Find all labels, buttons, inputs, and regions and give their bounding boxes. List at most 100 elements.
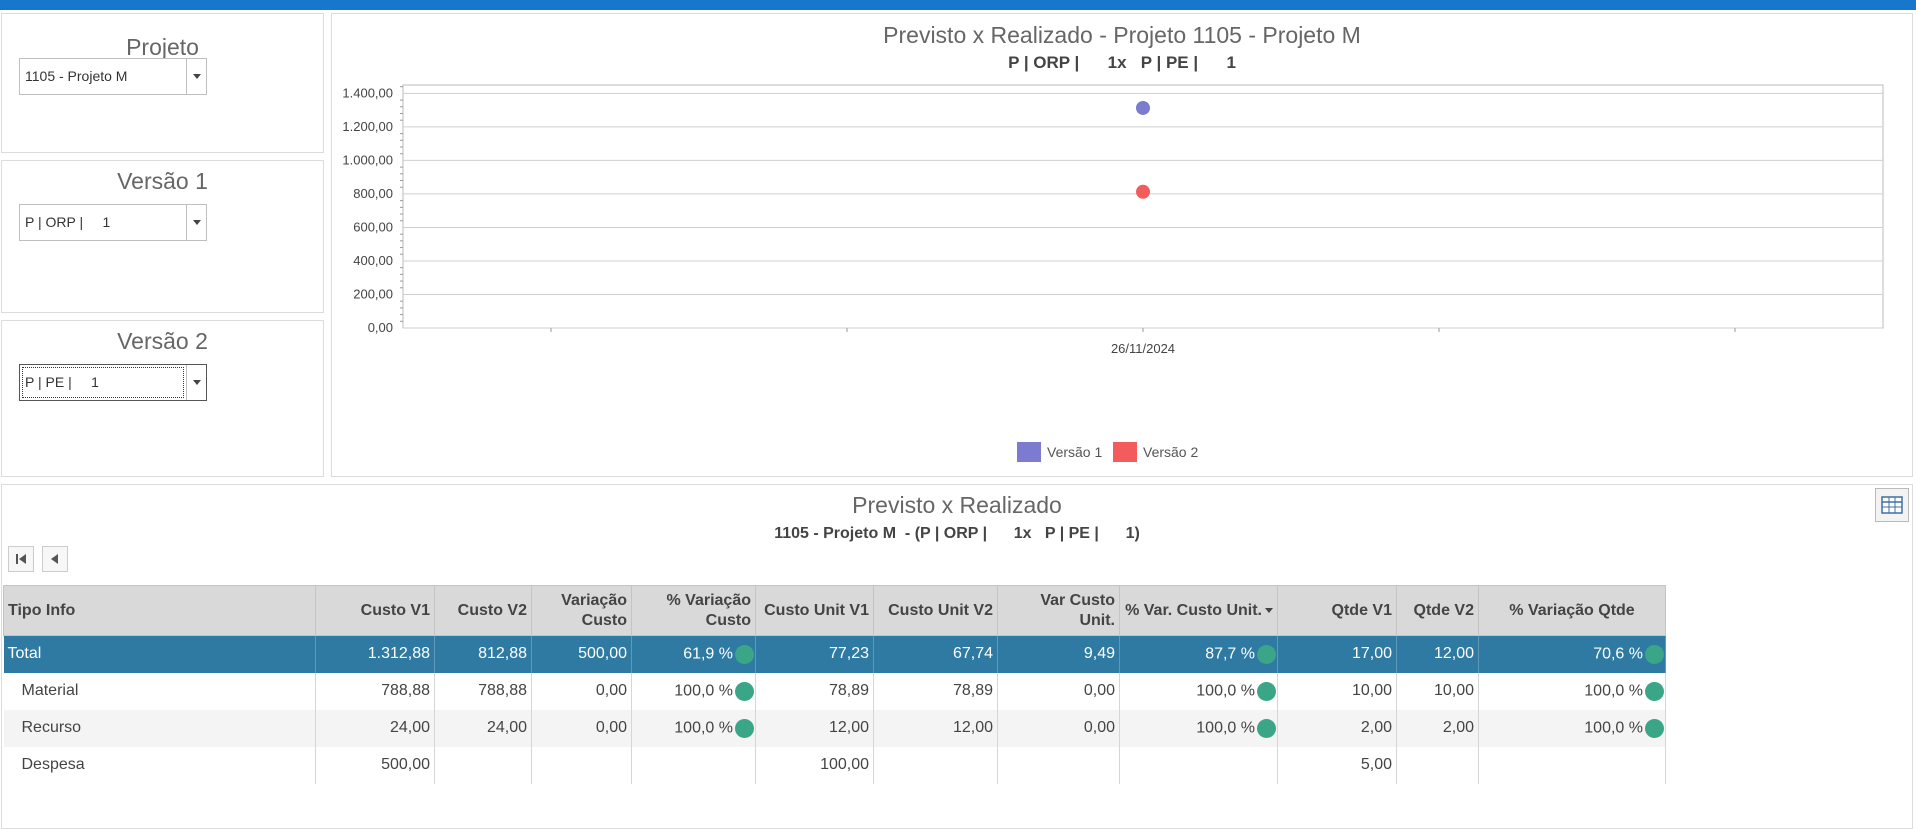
col-header[interactable]: Qtde V1	[1277, 585, 1397, 636]
table-cell[interactable]	[873, 746, 998, 784]
versao2-dropdown-button[interactable]	[186, 365, 206, 400]
table-cell[interactable]: 0,00	[531, 672, 632, 710]
cell-value: 9,49	[1083, 645, 1115, 663]
cell-value: 61,9 %	[683, 645, 733, 663]
table-cell[interactable]: 77,23	[755, 635, 874, 673]
table-cell[interactable]: 17,00	[1277, 635, 1397, 673]
first-page-button[interactable]	[8, 546, 34, 572]
cell-value: Despesa	[21, 756, 85, 773]
table-icon	[1881, 496, 1903, 514]
legend-label: Versão 1	[1047, 444, 1102, 460]
cell-value: 100,0 %	[1584, 682, 1643, 700]
cell-value: 0,00	[595, 682, 627, 699]
cell-value: 78,89	[828, 682, 869, 699]
table-cell[interactable]: 788,88	[315, 672, 435, 710]
table-cell[interactable]	[434, 746, 532, 784]
chevron-down-icon	[192, 74, 201, 79]
cell-value: 500,00	[578, 645, 627, 663]
table-cell[interactable]: 78,89	[873, 672, 998, 710]
filter-panel-versao1: Versão 1 P | ORP | 1	[1, 160, 324, 313]
table-cell[interactable]	[1119, 746, 1278, 784]
col-header[interactable]: Custo Unit V1	[755, 585, 874, 636]
cell-value: 0,00	[595, 719, 627, 736]
table-cell[interactable]	[531, 746, 632, 784]
table-cell[interactable]: 100,0 %	[631, 709, 756, 747]
col-header[interactable]: % Variação Custo	[631, 585, 756, 636]
status-indicator-icon	[1257, 644, 1276, 664]
table-cell[interactable]: 100,0 %	[1478, 709, 1666, 747]
col-header[interactable]: Custo V2	[434, 585, 532, 636]
table-cell[interactable]: 0,00	[997, 672, 1120, 710]
table-cell[interactable]: 500,00	[315, 746, 435, 784]
status-indicator-icon	[1645, 681, 1664, 701]
col-header[interactable]: % Variação Qtde	[1478, 585, 1666, 636]
versao1-combobox[interactable]: P | ORP | 1	[19, 204, 207, 241]
table-cell[interactable]: 100,0 %	[1119, 672, 1278, 710]
table-cell[interactable]: 78,89	[755, 672, 874, 710]
table-cell[interactable]: 12,00	[755, 709, 874, 747]
table-cell[interactable]	[997, 746, 1120, 784]
table-cell[interactable]: 9,49	[997, 635, 1120, 673]
table-cell[interactable]	[631, 746, 756, 784]
table-cell[interactable]: 10,00	[1396, 672, 1479, 710]
versao1-dropdown-button[interactable]	[186, 205, 206, 240]
table-cell[interactable]: 2,00	[1277, 709, 1397, 747]
table-cell[interactable]: 87,7 %	[1119, 635, 1278, 673]
table-cell[interactable]: 0,00	[997, 709, 1120, 747]
prev-page-button[interactable]	[42, 546, 68, 572]
filter-title-versao1: Versão 1	[117, 168, 208, 194]
table-row[interactable]: Material 788,88 788,88 0,00 100,0 % 78,89 78,8…	[3, 672, 1666, 710]
projeto-dropdown-button[interactable]	[186, 59, 206, 94]
table-cell[interactable]: 70,6 %	[1478, 635, 1666, 673]
table-cell[interactable]: 100,0 %	[1119, 709, 1278, 747]
table-cell[interactable]: 1.312,88	[315, 635, 435, 673]
table-cell[interactable]: 5,00	[1277, 746, 1397, 784]
cell-value: 12,00	[952, 719, 993, 736]
table-cell[interactable]: 100,00	[755, 746, 874, 784]
cell-value: 0,00	[1083, 682, 1115, 699]
table-cell[interactable]: Despesa	[3, 746, 316, 784]
table-cell[interactable]: 61,9 %	[631, 635, 756, 673]
table-cell[interactable]: 2,00	[1396, 709, 1479, 747]
filter-panel-projeto: Projeto 1105 - Projeto M	[1, 13, 324, 153]
versao2-combobox[interactable]: P | PE | 1	[19, 364, 207, 401]
table-cell[interactable]	[1396, 746, 1479, 784]
col-header[interactable]: Custo Unit V2	[873, 585, 998, 636]
table-view-button[interactable]	[1875, 488, 1909, 522]
data-point-versao2	[1136, 184, 1150, 199]
col-header[interactable]: Qtde V2	[1396, 585, 1479, 636]
table-cell[interactable]: Total	[3, 635, 316, 673]
chevron-down-icon	[192, 380, 201, 385]
col-header[interactable]: Variação Custo	[531, 585, 632, 636]
table-cell[interactable]: Recurso	[3, 709, 316, 747]
table-cell[interactable]: 24,00	[315, 709, 435, 747]
y-tick-label: 1.200,00	[342, 119, 393, 134]
cell-value: 0,00	[1083, 719, 1115, 736]
table-cell[interactable]	[1478, 746, 1666, 784]
col-header-sorted[interactable]: % Var. Custo Unit.	[1119, 585, 1278, 636]
table-cell[interactable]: 100,0 %	[1478, 672, 1666, 710]
table-cell[interactable]: 788,88	[434, 672, 532, 710]
table-row-total[interactable]: Total 1.312,88 812,88 500,00 61,9 % 77,23 67,7…	[3, 635, 1666, 673]
table-cell[interactable]: 12,00	[1396, 635, 1479, 673]
table-cell[interactable]: Material	[3, 672, 316, 710]
col-header[interactable]: Var Custo Unit.	[997, 585, 1120, 636]
table-cell[interactable]: 0,00	[531, 709, 632, 747]
table-cell[interactable]: 100,0 %	[631, 672, 756, 710]
col-header[interactable]: Custo V1	[315, 585, 435, 636]
cell-value: 100,0 %	[1196, 719, 1255, 737]
table-cell[interactable]: 500,00	[531, 635, 632, 673]
table-row[interactable]: Despesa 500,00 100,00 5,00	[3, 746, 1666, 784]
table-cell[interactable]: 812,88	[434, 635, 532, 673]
table-cell[interactable]: 67,74	[873, 635, 998, 673]
projeto-combobox[interactable]: 1105 - Projeto M	[19, 58, 207, 95]
table-cell[interactable]: 10,00	[1277, 672, 1397, 710]
col-header[interactable]: Tipo Info	[3, 585, 316, 636]
table-row[interactable]: Recurso 24,00 24,00 0,00 100,0 % 12,00 12,00 0,…	[3, 709, 1666, 747]
sort-desc-icon	[1265, 607, 1273, 613]
table-cell[interactable]: 12,00	[873, 709, 998, 747]
status-indicator-icon	[735, 718, 754, 738]
chevron-down-icon	[192, 220, 201, 225]
table-cell[interactable]: 24,00	[434, 709, 532, 747]
cell-value: Recurso	[21, 719, 82, 736]
